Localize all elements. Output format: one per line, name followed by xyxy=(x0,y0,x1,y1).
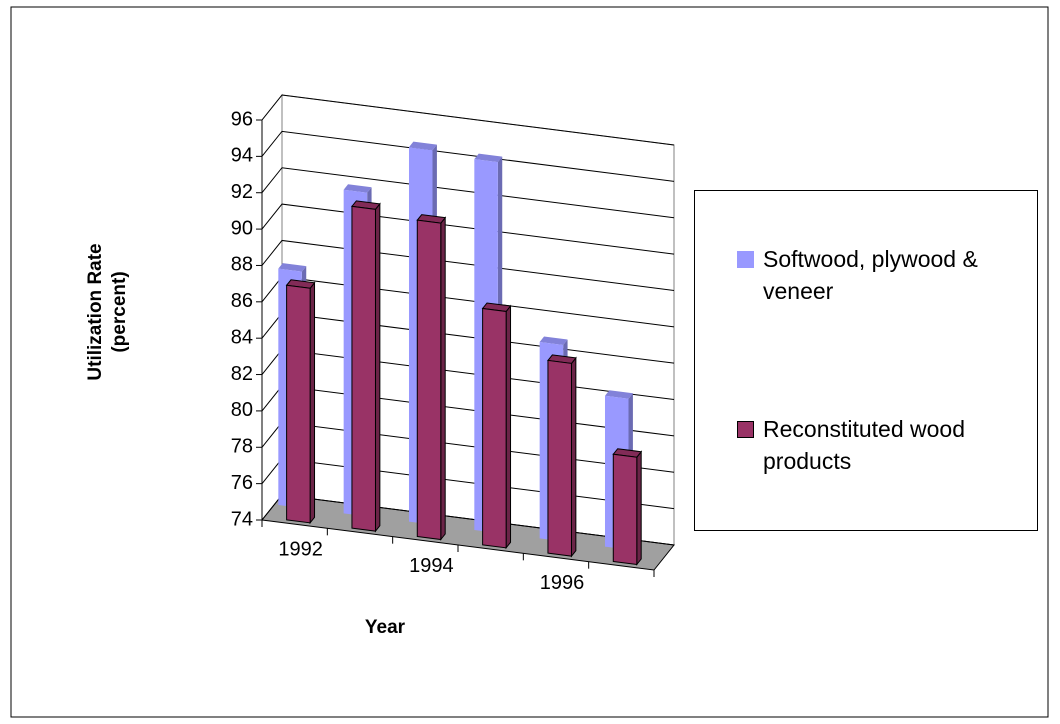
bar-top xyxy=(474,153,503,163)
bar xyxy=(416,214,447,541)
y-tick-label: 92 xyxy=(231,181,253,203)
plot-area: 74 76 78 80 82 84 86 88 90 92 94 96 1992 1994 1996 xyxy=(231,93,675,594)
grid-line xyxy=(261,94,675,146)
bar-side xyxy=(440,216,446,541)
bar-top xyxy=(408,141,437,151)
legend-entry: Softwood, plywood & veneer xyxy=(737,243,1027,307)
grid-line xyxy=(261,130,675,182)
x-tick-label: 1994 xyxy=(409,555,454,577)
grid-line xyxy=(261,239,675,291)
bar xyxy=(285,279,316,525)
bar-top xyxy=(604,390,633,399)
x-axis-title: Year xyxy=(365,617,406,638)
bar xyxy=(350,200,381,533)
y-tick-label: 82 xyxy=(231,363,253,385)
y-tick-label: 74 xyxy=(231,508,253,530)
legend-label: Softwood, plywood & veneer xyxy=(763,246,978,304)
legend-swatch xyxy=(737,421,754,438)
bar-side xyxy=(636,450,642,566)
grid-line xyxy=(261,203,675,255)
y-tick-label: 90 xyxy=(231,217,253,239)
y-tick-label: 96 xyxy=(231,108,253,130)
x-tick-label: 1992 xyxy=(278,538,323,560)
y-tick-label: 78 xyxy=(231,436,253,458)
bar xyxy=(546,354,577,558)
bar-front xyxy=(286,284,311,524)
bar-side xyxy=(374,202,381,533)
bar xyxy=(481,302,512,550)
y-tick-label: 84 xyxy=(231,326,253,348)
y-tick-label: 94 xyxy=(231,145,253,167)
bar-side xyxy=(505,304,512,550)
legend-label: Reconstituted wood products xyxy=(763,416,966,474)
bar-front xyxy=(482,307,507,549)
legend-entry: Reconstituted wood products xyxy=(737,413,1027,477)
grid-line xyxy=(261,167,675,219)
y-axis-title-line: Utilization Rate xyxy=(85,243,106,380)
bar xyxy=(612,448,643,566)
x-tick-label: 1996 xyxy=(540,572,585,594)
y-tick-label: 76 xyxy=(231,472,253,494)
bar-top xyxy=(539,336,568,345)
y-tick-label: 80 xyxy=(231,399,253,421)
y-tick-label: 88 xyxy=(231,254,253,276)
bar-top xyxy=(278,263,307,272)
legend: Softwood, plywood & veneer Reconstituted … xyxy=(694,190,1038,531)
bar-side xyxy=(309,281,316,525)
bar-front xyxy=(612,453,638,566)
bar-front xyxy=(351,205,376,532)
bar-side xyxy=(570,356,577,558)
y-tick-label: 86 xyxy=(231,290,253,312)
bar-front xyxy=(547,359,572,557)
bar-top xyxy=(343,184,372,193)
bar-front xyxy=(416,219,442,541)
y-axis-title-line: (percent) xyxy=(109,271,130,352)
legend-swatch xyxy=(737,251,754,268)
y-axis-title: Utilization Rate (percent) xyxy=(85,243,130,380)
chart-frame xyxy=(10,6,1049,718)
